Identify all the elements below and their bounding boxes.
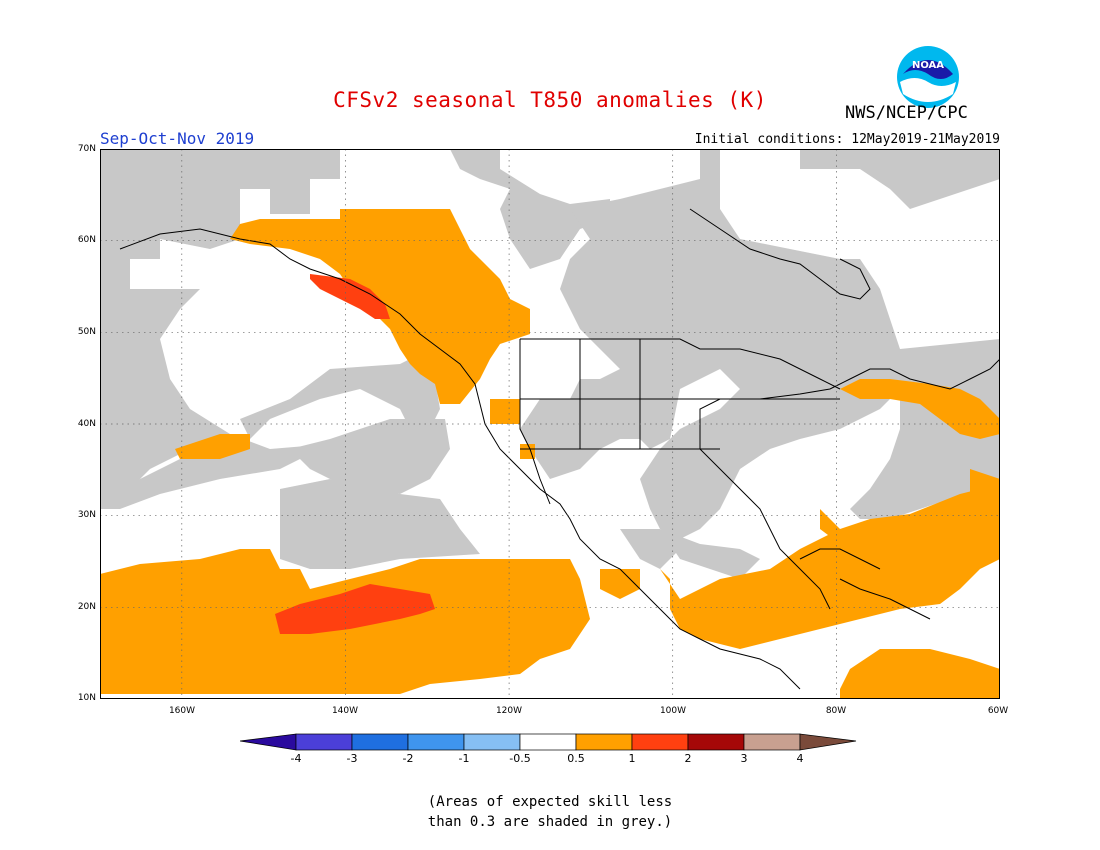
colorbar-tick-label: -3 — [346, 752, 358, 765]
noaa-logo: NOAA — [895, 44, 961, 114]
colorbar-segment — [687, 733, 745, 751]
lat-label-30n: 30N — [77, 510, 96, 520]
colorbar-tick-label: 2 — [684, 752, 692, 765]
colorbar-segment — [519, 733, 577, 751]
initial-conditions-label: Initial conditions: 12May2019-21May2019 — [694, 132, 1000, 147]
map-title: CFSv2 seasonal T850 anomalies (K) — [333, 88, 767, 112]
lat-label-20n: 20N — [77, 602, 96, 612]
noaa-logo-text: NOAA — [912, 60, 944, 71]
colorbar-tick-label: 0.5 — [567, 752, 585, 765]
coastlines — [119, 208, 1000, 690]
low-skill-grey-areas — [100, 149, 1000, 579]
lat-label-10n: 10N — [77, 693, 96, 703]
colorbar-arrow-high — [799, 733, 857, 751]
lat-label-50n: 50N — [77, 327, 96, 337]
lat-label-70n: 70N — [77, 144, 96, 154]
anomaly-map — [100, 149, 1000, 699]
agency-label: NWS/NCEP/CPC — [845, 103, 968, 123]
anomaly-1-to-2-areas — [275, 274, 435, 634]
colorbar-tick-label: -4 — [290, 752, 302, 765]
colorbar-segment — [631, 733, 689, 751]
lat-label-60n: 60N — [77, 235, 96, 245]
skill-note-line-2: than 0.3 are shaded in grey.) — [427, 814, 673, 830]
colorbar-tick-label: 1 — [628, 752, 636, 765]
lon-label-140w: 140W — [331, 706, 359, 716]
colorbar-segment — [351, 733, 409, 751]
colorbar-segment — [743, 733, 801, 751]
colorbar-tick-label: -1 — [458, 752, 470, 765]
lon-label-60w: 60W — [987, 706, 1009, 716]
lon-label-120w: 120W — [495, 706, 523, 716]
colorbar-segment — [463, 733, 521, 751]
lon-label-160w: 160W — [168, 706, 196, 716]
colorbar-segment — [295, 733, 353, 751]
colorbar-segment — [407, 733, 465, 751]
colorbar — [240, 733, 857, 751]
lon-label-80w: 80W — [825, 706, 847, 716]
lon-label-100w: 100W — [659, 706, 687, 716]
colorbar-tick-label: 4 — [796, 752, 804, 765]
colorbar-tick-label: 3 — [740, 752, 748, 765]
skill-note: (Areas of expected skill less than 0.3 a… — [0, 792, 1100, 832]
colorbar-tick-label: -0.5 — [509, 752, 531, 765]
colorbar-arrow-low — [240, 733, 297, 751]
graticule — [100, 149, 1000, 699]
colorbar-segment — [575, 733, 633, 751]
lat-label-40n: 40N — [77, 419, 96, 429]
skill-note-line-1: (Areas of expected skill less — [427, 794, 673, 810]
season-label: Sep-Oct-Nov 2019 — [100, 129, 255, 148]
colorbar-tick-label: -2 — [402, 752, 414, 765]
